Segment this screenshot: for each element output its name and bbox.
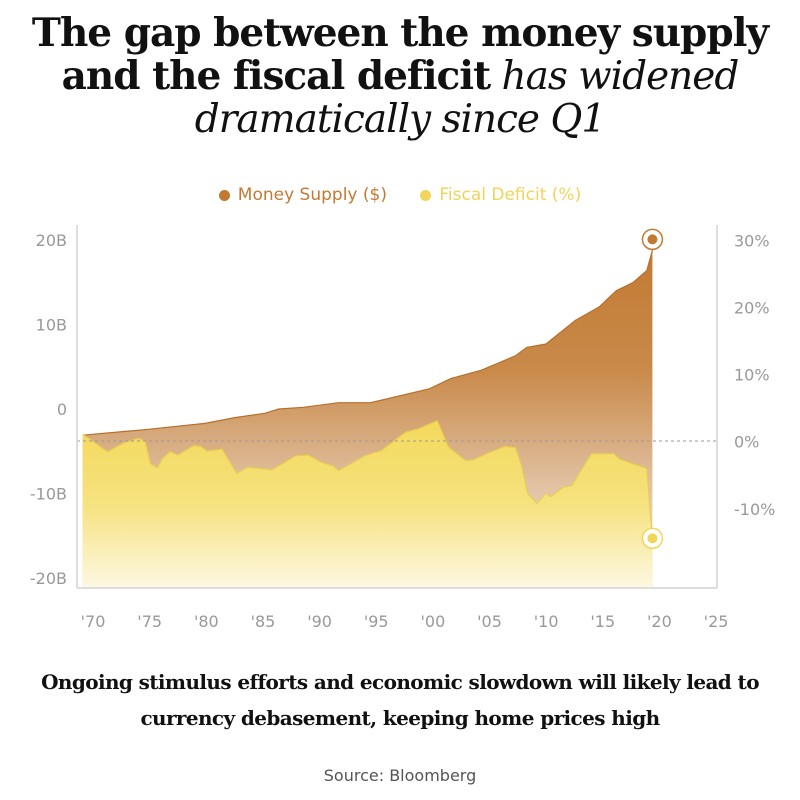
x-tick-label: '95 [364,612,389,631]
x-tick-label: '70 [81,612,106,631]
y-left-tick-label: 20B [36,231,67,250]
y-right-tick-label: 0% [734,433,759,452]
title-bold: The gap between the money supply and the… [31,10,769,99]
area-fiscal-deficit [82,420,653,588]
endpoint-dot [647,533,658,544]
x-tick-label: '25 [704,612,729,631]
x-tick-label: '10 [534,612,559,631]
y-right-tick-label: 10% [734,366,770,385]
chart-title: The gap between the money supply and the… [0,10,800,142]
y-right-tick-label: 30% [734,231,770,250]
y-left-tick-label: -20B [30,569,67,588]
y-right-tick-label: -10% [734,500,775,519]
endpoint-dot [647,234,658,245]
x-tick-label: '00 [420,612,445,631]
legend-dot-icon [218,189,230,201]
subtitle: Ongoing stimulus efforts and economic sl… [41,670,759,730]
y-left-tick-label: 0 [57,400,67,419]
legend: Money Supply ($) Fiscal Deficit (%) [0,185,800,206]
x-tick-label: '80 [194,612,219,631]
x-tick-label: '90 [307,612,332,631]
legend-dot-icon [420,189,432,201]
x-tick-label: '85 [251,612,276,631]
legend-label: Money Supply ($) [237,185,387,205]
x-tick-label: '20 [647,612,672,631]
x-tick-label: '05 [477,612,502,631]
legend-item-money-supply: Money Supply ($) [218,185,387,205]
line-fiscal-deficit [82,420,653,539]
legend-item-fiscal-deficit: Fiscal Deficit (%) [420,185,581,205]
x-tick-label: '75 [137,612,162,631]
y-right-tick-label: 20% [734,299,770,318]
legend-label: Fiscal Deficit (%) [439,185,582,205]
line-money-supply [82,239,653,436]
y-left-tick-label: -10B [30,484,67,503]
title-italic: has widened dramatically since Q1 [194,54,740,142]
source-note: Source: Bloomberg [323,766,477,785]
x-tick-label: '15 [590,612,615,631]
y-left-tick-label: 10B [36,316,67,335]
